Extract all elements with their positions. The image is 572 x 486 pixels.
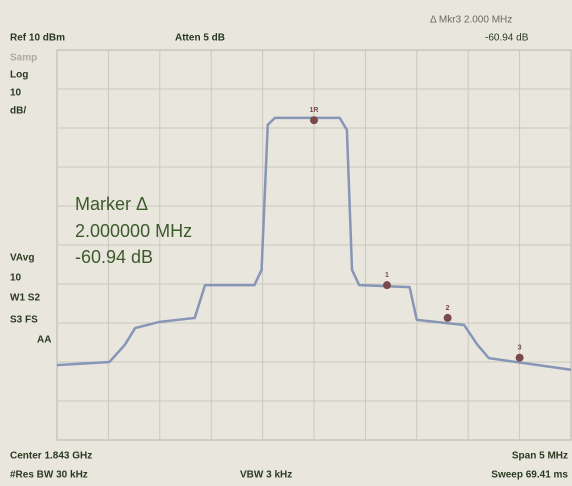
marker — [310, 116, 318, 125]
vbw: VBW 3 kHz — [240, 470, 292, 481]
status-1: W1 S2 — [10, 293, 40, 304]
span: Span 5 MHz — [512, 451, 568, 462]
status-2: S3 FS — [10, 315, 38, 326]
sweep: Sweep 69.41 ms — [491, 470, 568, 481]
trace — [56, 116, 572, 372]
marker-label: 3 — [518, 345, 522, 352]
status-3: AA — [37, 335, 51, 346]
avg-count: 10 — [10, 273, 22, 284]
scale-unit: dB/ — [10, 106, 26, 117]
readout-level: -60.94 dB — [75, 247, 153, 267]
marker — [515, 353, 524, 362]
ref-level: Ref 10 dBm — [10, 33, 65, 44]
scale-type: Log — [10, 70, 28, 81]
readout-title: Marker Δ — [75, 194, 148, 214]
avg: VAvg — [10, 253, 34, 264]
marker — [382, 281, 391, 290]
marker — [443, 313, 452, 322]
attenuation: Atten 5 dB — [175, 33, 225, 44]
center-freq: Center 1.843 GHz — [10, 451, 92, 462]
marker-label: 2 — [446, 305, 450, 312]
graticule — [56, 49, 572, 441]
rbw: #Res BW 30 kHz — [10, 470, 88, 481]
delta-value: -60.94 dB — [485, 33, 529, 44]
detector: Samp — [10, 53, 37, 64]
readout-frequency: 2.000000 MHz — [75, 221, 192, 241]
trace-layer: 1R 1 2 3 — [56, 107, 572, 372]
scale-value: 10 — [10, 88, 22, 99]
marker-label: 1R — [310, 107, 319, 114]
delta-marker: Δ Mkr3 2.000 MHz — [430, 15, 512, 26]
marker-label: 1 — [385, 272, 389, 279]
